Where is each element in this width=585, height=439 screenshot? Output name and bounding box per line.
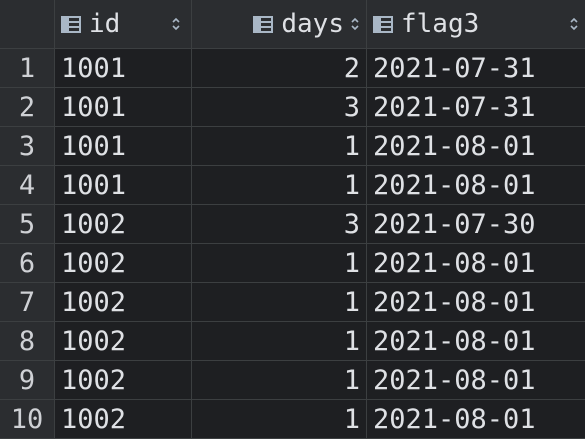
row-number[interactable]: 10 <box>0 400 55 439</box>
cell-id[interactable]: 1002 <box>55 361 192 400</box>
table-row[interactable]: 10 1002 1 2021-08-01 <box>0 400 585 439</box>
cell-days[interactable]: 3 <box>192 88 367 127</box>
sort-icon[interactable] <box>350 17 360 31</box>
cell-flag3[interactable]: 2021-08-01 <box>367 244 585 283</box>
column-header-days[interactable]: days <box>192 0 367 49</box>
table-row[interactable]: 1 1001 2 2021-07-31 <box>0 49 585 88</box>
table-header: id days <box>0 0 585 49</box>
row-number[interactable]: 1 <box>0 49 55 88</box>
table-row[interactable]: 5 1002 3 2021-07-30 <box>0 205 585 244</box>
cell-days[interactable]: 1 <box>192 361 367 400</box>
cell-id[interactable]: 1001 <box>55 166 192 205</box>
table-row[interactable]: 8 1002 1 2021-08-01 <box>0 322 585 361</box>
cell-id[interactable]: 1001 <box>55 49 192 88</box>
row-number[interactable]: 6 <box>0 244 55 283</box>
sort-icon[interactable] <box>171 17 181 31</box>
cell-flag3[interactable]: 2021-08-01 <box>367 361 585 400</box>
row-number[interactable]: 4 <box>0 166 55 205</box>
cell-flag3[interactable]: 2021-07-31 <box>367 88 585 127</box>
column-header-label-id: id <box>89 9 121 39</box>
cell-id[interactable]: 1002 <box>55 205 192 244</box>
cell-days[interactable]: 1 <box>192 283 367 322</box>
row-number[interactable]: 9 <box>0 361 55 400</box>
table-row[interactable]: 7 1002 1 2021-08-01 <box>0 283 585 322</box>
cell-id[interactable]: 1001 <box>55 127 192 166</box>
cell-id[interactable]: 1002 <box>55 283 192 322</box>
cell-days[interactable]: 1 <box>192 244 367 283</box>
table-column-icon <box>61 15 81 33</box>
sort-icon[interactable] <box>569 17 579 31</box>
row-number[interactable]: 7 <box>0 283 55 322</box>
cell-id[interactable]: 1002 <box>55 322 192 361</box>
table-column-icon <box>373 15 393 33</box>
table-row[interactable]: 9 1002 1 2021-08-01 <box>0 361 585 400</box>
table-row[interactable]: 3 1001 1 2021-08-01 <box>0 127 585 166</box>
row-number-header[interactable] <box>0 0 55 49</box>
cell-days[interactable]: 1 <box>192 322 367 361</box>
table-column-icon <box>253 15 274 33</box>
cell-flag3[interactable]: 2021-08-01 <box>367 400 585 439</box>
cell-flag3[interactable]: 2021-08-01 <box>367 322 585 361</box>
row-number[interactable]: 5 <box>0 205 55 244</box>
row-number[interactable]: 8 <box>0 322 55 361</box>
cell-flag3[interactable]: 2021-07-30 <box>367 205 585 244</box>
column-header-label-flag3: flag3 <box>401 9 480 39</box>
table-row[interactable]: 2 1001 3 2021-07-31 <box>0 88 585 127</box>
cell-days[interactable]: 1 <box>192 400 367 439</box>
column-header-label-days: days <box>281 9 344 39</box>
column-header-id[interactable]: id <box>55 0 192 49</box>
cell-days[interactable]: 1 <box>192 166 367 205</box>
cell-id[interactable]: 1002 <box>55 244 192 283</box>
cell-id[interactable]: 1002 <box>55 400 192 439</box>
cell-days[interactable]: 2 <box>192 49 367 88</box>
table-row[interactable]: 6 1002 1 2021-08-01 <box>0 244 585 283</box>
cell-flag3[interactable]: 2021-08-01 <box>367 166 585 205</box>
cell-flag3[interactable]: 2021-07-31 <box>367 49 585 88</box>
row-number[interactable]: 2 <box>0 88 55 127</box>
cell-id[interactable]: 1001 <box>55 88 192 127</box>
column-header-flag3[interactable]: flag3 <box>367 0 585 49</box>
row-number[interactable]: 3 <box>0 127 55 166</box>
table-row[interactable]: 4 1001 1 2021-08-01 <box>0 166 585 205</box>
cell-flag3[interactable]: 2021-08-01 <box>367 127 585 166</box>
cell-days[interactable]: 3 <box>192 205 367 244</box>
cell-flag3[interactable]: 2021-08-01 <box>367 283 585 322</box>
cell-days[interactable]: 1 <box>192 127 367 166</box>
table-body: 1 1001 2 2021-07-31 2 1001 3 2021-07-31 … <box>0 49 585 439</box>
